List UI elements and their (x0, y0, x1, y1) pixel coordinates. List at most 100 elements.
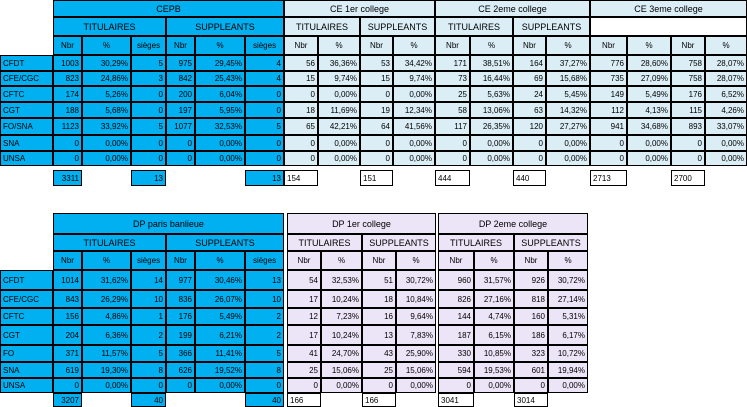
top-cell-3-6[interactable]: 18 (284, 102, 318, 118)
bottom-cell-2-10[interactable]: 144 (438, 308, 474, 325)
bottom-cell-2-3[interactable]: 176 (166, 308, 195, 325)
bottom-org-3[interactable]: CGT (0, 325, 53, 345)
top-total-ce1-titulaires[interactable]: 154 (284, 170, 318, 186)
bottom-cell-5-7[interactable]: 15,06% (321, 362, 362, 378)
bottom-cell-6-5[interactable]: 0 (245, 378, 284, 393)
top-cell-1-10[interactable]: 73 (435, 71, 470, 86)
top-cell-2-1[interactable]: 5,26% (82, 86, 131, 102)
bottom-cell-5-6[interactable]: 25 (287, 362, 321, 378)
top-cell-1-11[interactable]: 16,44% (470, 71, 513, 86)
top-col-header-pct[interactable]: % (393, 36, 435, 55)
bottom-cell-1-11[interactable]: 27,16% (474, 290, 514, 308)
top-cell-0-17[interactable]: 28,07% (705, 55, 747, 71)
top-cell-3-12[interactable]: 63 (513, 102, 546, 118)
top-cell-2-17[interactable]: 6,52% (705, 86, 747, 102)
bottom-cell-5-2[interactable]: 8 (131, 362, 166, 378)
bottom-cell-6-9[interactable]: 0,00% (396, 378, 436, 393)
bottom-cell-1-6[interactable]: 17 (287, 290, 321, 308)
bottom-cell-2-4[interactable]: 5,49% (195, 308, 245, 325)
top-cell-1-9[interactable]: 9,74% (393, 71, 435, 86)
top-cell-3-11[interactable]: 13,06% (470, 102, 513, 118)
bottom-total-titulaires-nbr[interactable]: 3207 (53, 393, 82, 407)
top-cell-4-0[interactable]: 1123 (53, 118, 82, 135)
dp2-titulaires-header[interactable]: TITULAIRES (438, 234, 514, 251)
top-cell-6-15[interactable]: 0,00% (627, 151, 671, 166)
top-col-header-pct[interactable]: % (546, 36, 590, 55)
bottom-org-5[interactable]: SNA (0, 362, 53, 378)
top-total-ce3-suppleants[interactable]: 2700 (671, 170, 705, 186)
bottom-cell-3-6[interactable]: 17 (287, 325, 321, 345)
ce2-title[interactable]: CE 2eme college (435, 0, 590, 17)
bottom-cell-3-2[interactable]: 2 (131, 325, 166, 345)
top-cell-4-13[interactable]: 27,27% (546, 118, 590, 135)
bottom-col-header-pct[interactable]: % (321, 251, 362, 270)
top-cell-1-5[interactable]: 4 (245, 71, 284, 86)
top-col-header-sieges[interactable]: sièges (245, 36, 284, 55)
cepb-title[interactable]: CEPB (53, 0, 284, 17)
top-col-header-nbr[interactable]: Nbr (671, 36, 705, 55)
ce3-title[interactable]: CE 3eme college (590, 0, 747, 17)
top-cell-4-5[interactable]: 5 (245, 118, 284, 135)
bottom-cell-1-5[interactable]: 10 (245, 290, 284, 308)
bottom-cell-3-5[interactable]: 2 (245, 325, 284, 345)
top-total-ce3-titulaires[interactable]: 2713 (590, 170, 627, 186)
bottom-cell-6-10[interactable]: 0 (438, 378, 474, 393)
bottom-cell-4-11[interactable]: 10,85% (474, 345, 514, 362)
top-col-header-nbr[interactable]: Nbr (435, 36, 470, 55)
top-cell-1-1[interactable]: 24,86% (82, 71, 131, 86)
top-cell-5-13[interactable]: 0,00% (546, 135, 590, 151)
bottom-cell-6-8[interactable]: 0 (362, 378, 396, 393)
bottom-cell-2-1[interactable]: 4,86% (82, 308, 131, 325)
bottom-cell-6-2[interactable]: 0 (131, 378, 166, 393)
bottom-col-header-nbr[interactable]: Nbr (287, 251, 321, 270)
bottom-cell-4-12[interactable]: 323 (514, 345, 548, 362)
top-cell-2-12[interactable]: 24 (513, 86, 546, 102)
top-cell-3-3[interactable]: 197 (166, 102, 195, 118)
bottom-cell-1-1[interactable]: 26,29% (82, 290, 131, 308)
bottom-cell-0-6[interactable]: 54 (287, 270, 321, 290)
top-cell-5-10[interactable]: 0 (435, 135, 470, 151)
bottom-cell-4-3[interactable]: 366 (166, 345, 195, 362)
top-org-4[interactable]: FO/SNA (0, 118, 53, 135)
top-org-1[interactable]: CFE/CGC (0, 71, 53, 86)
top-col-header-pct[interactable]: % (82, 36, 131, 55)
top-cell-0-8[interactable]: 53 (360, 55, 393, 71)
bottom-cell-6-13[interactable]: 0,00% (548, 378, 588, 393)
top-cell-6-13[interactable]: 0,00% (546, 151, 590, 166)
top-cell-6-8[interactable]: 0 (360, 151, 393, 166)
ce1-suppleants-header[interactable]: SUPPLEANTS (360, 17, 435, 36)
bottom-cell-0-1[interactable]: 31,62% (82, 270, 131, 290)
bottom-cell-1-13[interactable]: 27,14% (548, 290, 588, 308)
bottom-total-suppleants-sieges[interactable]: 40 (245, 393, 284, 407)
bottom-col-header-sieges[interactable]: sièges (245, 251, 284, 270)
bottom-cell-5-8[interactable]: 25 (362, 362, 396, 378)
dp-suppleants-header[interactable]: SUPPLEANTS (166, 234, 284, 251)
top-cell-4-2[interactable]: 5 (131, 118, 166, 135)
bottom-cell-6-0[interactable]: 0 (53, 378, 82, 393)
top-cell-1-0[interactable]: 823 (53, 71, 82, 86)
top-cell-1-8[interactable]: 15 (360, 71, 393, 86)
bottom-cell-3-10[interactable]: 187 (438, 325, 474, 345)
top-cell-4-15[interactable]: 34,68% (627, 118, 671, 135)
top-cell-1-12[interactable]: 69 (513, 71, 546, 86)
top-cell-3-0[interactable]: 188 (53, 102, 82, 118)
top-cell-2-6[interactable]: 0 (284, 86, 318, 102)
bottom-col-header-pct[interactable]: % (396, 251, 436, 270)
bottom-cell-2-2[interactable]: 1 (131, 308, 166, 325)
top-cell-0-5[interactable]: 4 (245, 55, 284, 71)
top-cell-5-15[interactable]: 0,00% (627, 135, 671, 151)
bottom-cell-3-1[interactable]: 6,36% (82, 325, 131, 345)
bottom-cell-0-7[interactable]: 32,53% (321, 270, 362, 290)
bottom-col-header-nbr[interactable]: Nbr (53, 251, 82, 270)
top-cell-0-1[interactable]: 30,29% (82, 55, 131, 71)
top-cell-2-4[interactable]: 6,04% (195, 86, 245, 102)
ce1-title[interactable]: CE 1er college (284, 0, 435, 17)
bottom-cell-0-8[interactable]: 51 (362, 270, 396, 290)
top-cell-6-7[interactable]: 0,00% (318, 151, 360, 166)
bottom-cell-2-7[interactable]: 7,23% (321, 308, 362, 325)
top-cell-3-1[interactable]: 5,68% (82, 102, 131, 118)
bottom-cell-4-7[interactable]: 24,70% (321, 345, 362, 362)
bottom-cell-1-4[interactable]: 26,07% (195, 290, 245, 308)
top-col-header-nbr[interactable]: Nbr (284, 36, 318, 55)
top-cell-4-10[interactable]: 117 (435, 118, 470, 135)
